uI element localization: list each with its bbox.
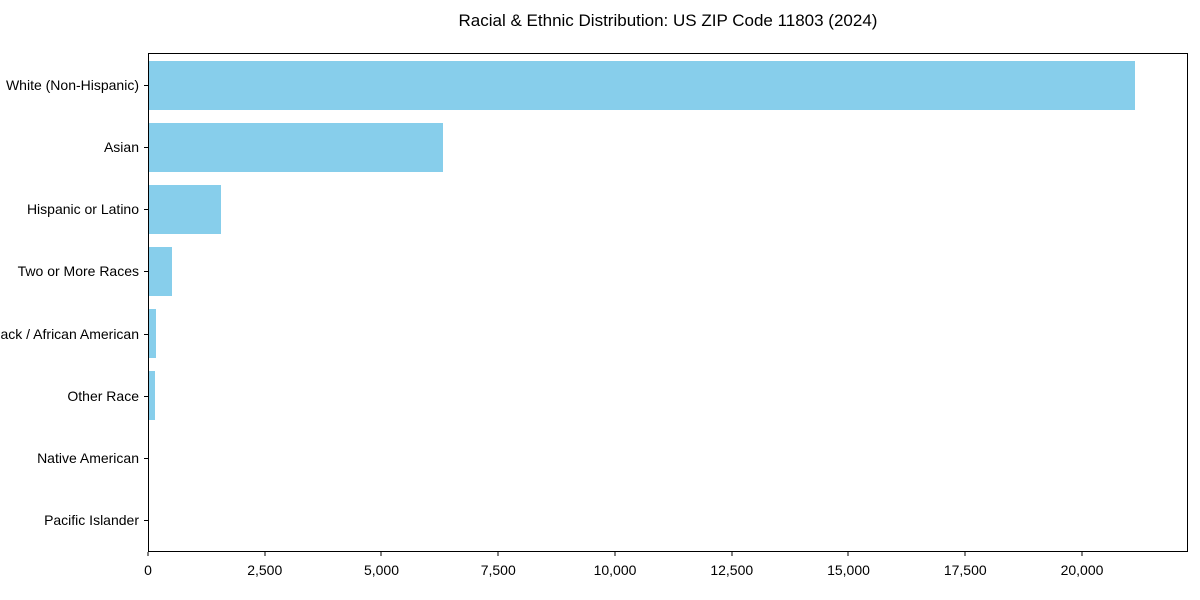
- x-axis-tick-label: 10,000: [593, 562, 637, 578]
- bar: [149, 371, 155, 421]
- bar-row: Black / African American: [0, 303, 1187, 365]
- y-axis-category-label: Asian: [103, 139, 139, 156]
- x-axis-tick-label: 15,000: [827, 562, 870, 578]
- y-axis-category-label: Black / African American: [0, 325, 139, 342]
- x-axis: 0 2,500 5,000 7,500 10,000 12,500 15,000 17,500…: [144, 552, 1188, 582]
- bar: [149, 60, 1135, 110]
- y-axis-tick: [144, 519, 148, 521]
- x-axis-tick: [731, 552, 733, 556]
- x-axis-tick-label: 7,500: [480, 562, 516, 578]
- bar-row: Pacific Islander: [44, 489, 1187, 551]
- x-axis-tick: [380, 552, 382, 556]
- y-axis-category-label: White (Non-Hispanic): [5, 77, 139, 94]
- y-axis-tick: [144, 457, 148, 459]
- x-axis-tick-label: 17,500: [943, 562, 987, 578]
- y-axis-tick: [144, 209, 148, 211]
- bar-row: Other Race: [67, 365, 1187, 427]
- y-axis-tick: [144, 395, 148, 397]
- y-axis-tick: [144, 147, 148, 149]
- y-axis-tick: [144, 85, 148, 87]
- bar: [149, 246, 172, 296]
- x-axis-tick: [497, 552, 499, 556]
- bar-row: Hispanic or Latino: [27, 178, 1187, 240]
- x-axis-tick-label: 2,500: [247, 562, 283, 578]
- x-axis-tick: [147, 552, 149, 556]
- x-axis-tick: [1081, 552, 1083, 556]
- y-axis-category-label: Pacific Islander: [44, 511, 139, 528]
- bar: [149, 122, 443, 172]
- y-axis-category-label: Two or More Races: [17, 263, 139, 280]
- bar-row: Two or More Races: [18, 240, 1187, 302]
- bar: [149, 309, 156, 359]
- x-axis-tick: [614, 552, 616, 556]
- y-axis-tick: [144, 271, 148, 273]
- bar-row: Native American: [37, 427, 1187, 489]
- y-axis-tick: [144, 333, 148, 335]
- x-axis-tick: [964, 552, 966, 556]
- x-axis-tick: [264, 552, 266, 556]
- bar-row: Asian: [104, 116, 1187, 178]
- bar: [149, 184, 222, 234]
- x-axis-tick-label: 20,000: [1060, 562, 1104, 578]
- y-axis-category-label: Other Race: [67, 387, 139, 404]
- chart-title: Racial & Ethnic Distribution: US ZIP Cod…: [458, 11, 878, 30]
- plot-area: White (Non-Hispanic) Asian Hispanic or Lat…: [0, 53, 1188, 552]
- x-axis-tick-label: 0: [144, 562, 152, 578]
- y-axis-category-label: Hispanic or Latino: [26, 201, 139, 218]
- x-axis-tick-label: 12,500: [710, 562, 754, 578]
- x-axis-tick: [847, 552, 849, 556]
- x-axis-tick-label: 5,000: [363, 562, 400, 578]
- y-axis-category-label: Native American: [37, 449, 139, 466]
- bar-row: White (Non-Hispanic): [6, 54, 1187, 116]
- plot-rows: White (Non-Hispanic) Asian Hispanic or Lat…: [0, 54, 1187, 551]
